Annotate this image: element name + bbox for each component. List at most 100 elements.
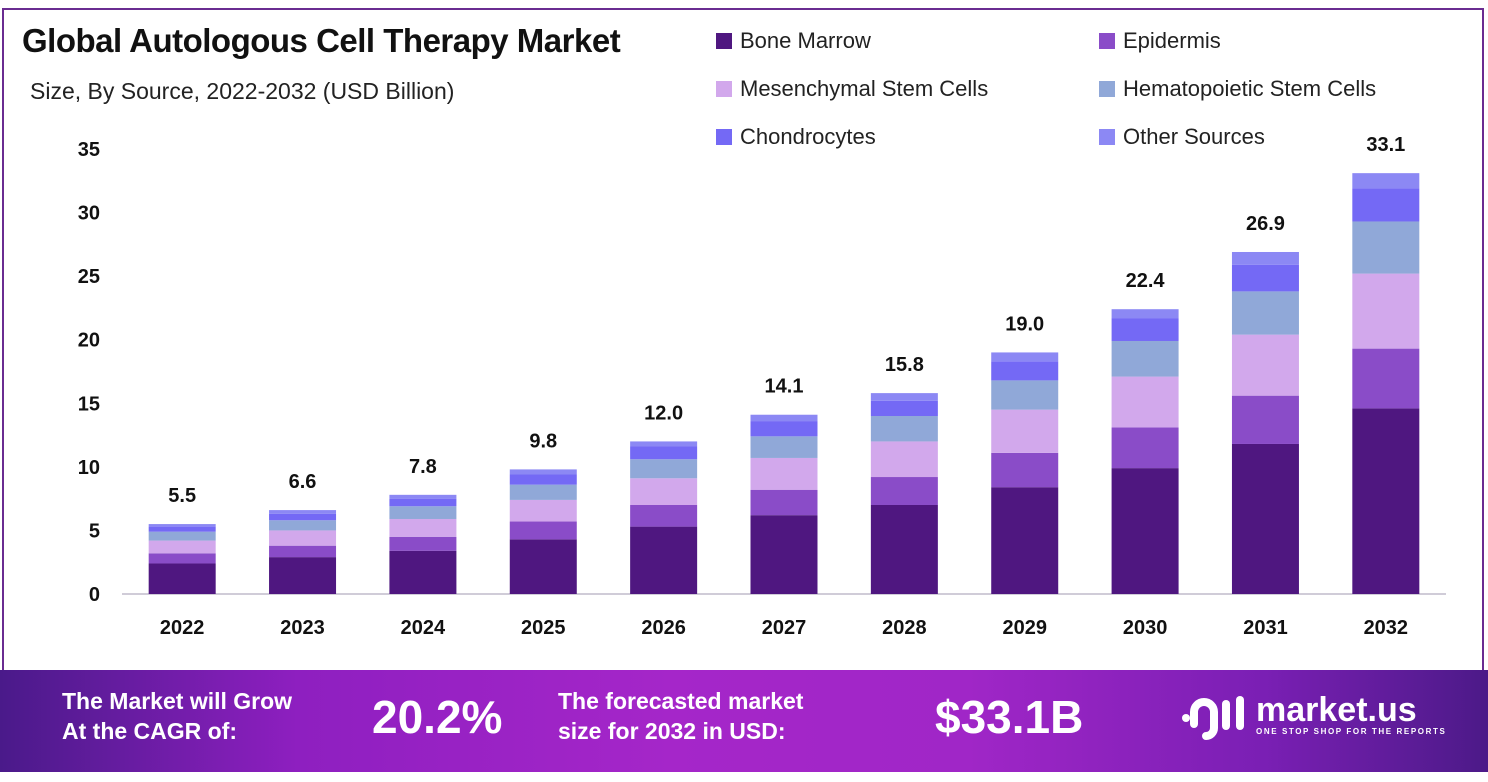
legend-item-hematopoietic: Hematopoietic Stem Cells [1099,76,1376,102]
bar-segment-mesenchymal-stem-cells [870,441,938,478]
x-tick-label: 2022 [160,617,205,639]
market-us-logo-icon [1182,696,1244,740]
bar-segment-chondrocytes [509,474,577,485]
y-tick-label: 15 [78,393,100,415]
bar-segment-other-sources [750,414,818,422]
bar-segment-mesenchymal-stem-cells [991,409,1059,453]
x-tick-label: 2027 [762,617,807,639]
x-tick-label: 2023 [280,617,325,639]
x-tick-label: 2032 [1364,617,1409,639]
bar-segment-bone-marrow [630,526,698,594]
legend-item-mesenchymal: Mesenchymal Stem Cells [716,76,988,102]
bar-segment-chondrocytes [1111,318,1179,341]
x-tick-label: 2029 [1002,617,1047,639]
legend-item-other-sources: Other Sources [1099,124,1265,150]
bar-total-label: 33.1 [1366,134,1405,156]
bar-segment-epidermis [991,452,1059,488]
bar-segment-epidermis [269,545,337,558]
bar-segment-bone-marrow [148,563,216,594]
bar-segment-mesenchymal-stem-cells [148,540,216,554]
chart-title: Global Autologous Cell Therapy Market [22,22,621,59]
cagr-label: The Market will Grow At the CAGR of: [62,686,292,746]
y-tick-label: 0 [89,584,100,606]
bar-segment-hematopoietic-stem-cells [991,380,1059,410]
bar-segment-other-sources [1352,173,1420,189]
legend-label: Chondrocytes [740,124,876,149]
bar-segment-chondrocytes [630,446,698,460]
bar-segment-bone-marrow [1352,408,1420,594]
y-tick-label: 5 [89,520,100,542]
bar-total-label: 7.8 [409,456,437,478]
legend-item-bone-marrow: Bone Marrow [716,28,871,54]
bar-segment-chondrocytes [750,421,818,437]
bar-total-label: 19.0 [1005,313,1044,335]
bar-segment-epidermis [509,521,577,540]
bar-segment-bone-marrow [991,487,1059,594]
bar-segment-other-sources [509,469,577,475]
legend-swatch [1099,129,1115,145]
bar-total-label: 12.0 [644,402,683,424]
legend-swatch [1099,33,1115,49]
y-tick-label: 10 [78,457,100,479]
legend-label: Hematopoietic Stem Cells [1123,76,1377,101]
bar-segment-chondrocytes [870,400,938,416]
bar-segment-other-sources [630,441,698,447]
legend-swatch [1099,81,1115,97]
bar-total-label: 22.4 [1126,270,1166,292]
cagr-label-line1: The Market will Grow [62,688,293,714]
bar-segment-mesenchymal-stem-cells [1352,273,1420,349]
legend-swatch [716,81,732,97]
bar-segment-epidermis [1352,348,1420,409]
x-tick-label: 2028 [882,617,927,639]
bar-segment-mesenchymal-stem-cells [1231,334,1299,396]
bar-segment-hematopoietic-stem-cells [630,459,698,479]
bar-segment-mesenchymal-stem-cells [750,457,818,490]
bar-segment-epidermis [1111,427,1179,469]
x-tick-label: 2025 [521,617,566,639]
bar-segment-hematopoietic-stem-cells [148,531,216,541]
x-tick-label: 2026 [641,617,686,639]
y-tick-label: 30 [78,203,100,225]
bar-segment-bone-marrow [750,515,818,594]
cagr-value: 20.2% [372,691,503,743]
bar-segment-bone-marrow [1111,468,1179,594]
bar-segment-hematopoietic-stem-cells [750,436,818,458]
forecast-label-line1: The forecasted market [558,688,804,714]
x-tick-label: 2030 [1123,617,1168,639]
bar-segment-epidermis [389,536,457,551]
bar-segment-bone-marrow [1231,443,1299,594]
y-tick-label: 35 [78,139,100,161]
market-us-logo: market.us ONE STOP SHOP FOR THE REPORTS [1180,684,1446,744]
bar-segment-chondrocytes [1352,188,1420,222]
bar-segment-bone-marrow [870,505,938,594]
x-tick-label: 2031 [1243,617,1288,639]
forecast-value: $33.1B [935,691,1084,743]
forecast-label: The forecasted market size for 2032 in U… [558,686,803,746]
bar-segment-epidermis [630,505,698,527]
bar-segment-epidermis [148,553,216,564]
bar-segment-epidermis [870,477,938,505]
x-tick-label: 2024 [401,617,446,639]
legend-swatch [716,33,732,49]
bar-total-label: 9.8 [529,430,557,452]
forecast-label-line2: size for 2032 in USD: [558,718,786,744]
bar-total-label: 5.5 [168,485,196,507]
bar-segment-epidermis [1231,395,1299,444]
bar-segment-hematopoietic-stem-cells [269,520,337,531]
legend-item-chondrocytes: Chondrocytes [716,124,876,150]
cagr-label-line2: At the CAGR of: [62,718,238,744]
bar-segment-epidermis [750,489,818,516]
chart-subtitle: Size, By Source, 2022-2032 (USD Billion) [30,78,455,104]
bar-segment-other-sources [1111,309,1179,319]
bar-segment-other-sources [870,393,938,401]
bar-segment-hematopoietic-stem-cells [1352,221,1420,274]
legend-label: Bone Marrow [740,28,871,53]
bar-segment-bone-marrow [509,539,577,594]
bottom-strip [0,772,1488,782]
bar-segment-chondrocytes [148,526,216,532]
legend-label: Epidermis [1123,28,1221,53]
y-tick-label: 25 [78,266,100,288]
bar-segment-other-sources [1231,251,1299,265]
bar-total-label: 6.6 [289,471,317,493]
